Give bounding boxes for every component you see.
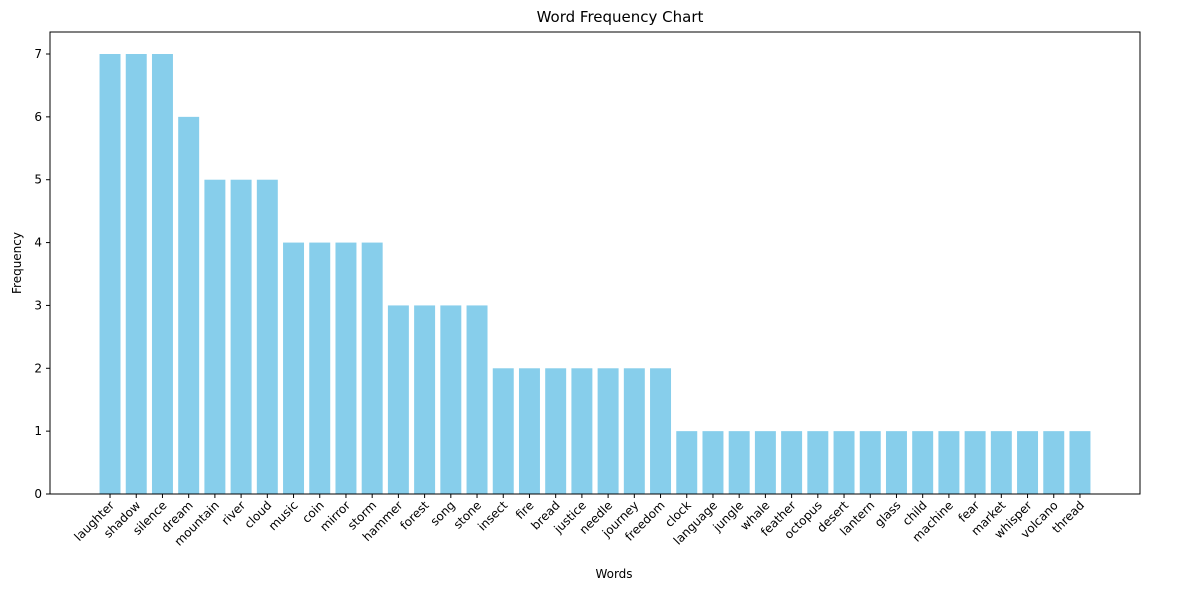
y-axis-label: Frequency [10, 232, 24, 294]
x-tick-label: music [266, 498, 301, 533]
x-tick-label: mirror [317, 498, 353, 534]
bar-forest [414, 305, 436, 494]
bar-dream [178, 116, 200, 494]
bar-justice [571, 368, 593, 494]
x-tick-label: glass [872, 498, 904, 530]
y-tick-label: 1 [34, 424, 42, 438]
bar-cloud [256, 179, 278, 494]
bar-bread [545, 368, 567, 494]
bar-child [912, 431, 934, 494]
y-tick-label: 4 [34, 236, 42, 250]
bar-storm [361, 242, 383, 494]
x-tick-label: insect [475, 498, 510, 533]
bar-stone [466, 305, 488, 494]
bar-freedom [650, 368, 672, 494]
bar-desert [833, 431, 855, 494]
x-axis: laughtershadowsilencedreammountainriverc… [72, 494, 1087, 549]
bar-fear [964, 431, 986, 494]
y-tick-label: 7 [34, 47, 42, 61]
x-axis-label: Words [595, 567, 632, 581]
bar-market [990, 431, 1012, 494]
bar-mountain [204, 179, 226, 494]
y-tick-label: 3 [34, 298, 42, 312]
bar-language [702, 431, 724, 494]
bar-needle [597, 368, 619, 494]
bar-whale [754, 431, 776, 494]
bar-silence [151, 54, 173, 494]
bar-mirror [335, 242, 357, 494]
y-tick-label: 5 [34, 173, 42, 187]
bar-octopus [807, 431, 829, 494]
bar-insect [492, 368, 514, 494]
bar-shadow [125, 54, 147, 494]
bar-coin [309, 242, 331, 494]
bar-river [230, 179, 252, 494]
bar-clock [676, 431, 698, 494]
bars-group [99, 54, 1091, 494]
bar-machine [938, 431, 960, 494]
y-tick-label: 6 [34, 110, 42, 124]
plot-frame [49, 31, 1141, 495]
bar-volcano [1043, 431, 1065, 494]
bar-music [283, 242, 305, 494]
bar-song [440, 305, 462, 494]
y-axis: 0 1 2 3 4 5 6 7 [34, 47, 50, 501]
y-tick-label: 2 [34, 361, 42, 375]
bar-feather [781, 431, 803, 494]
x-tick-label: forest [397, 498, 432, 533]
bar-jungle [728, 431, 750, 494]
bar-fire [518, 368, 540, 494]
chart-title: Word Frequency Chart [537, 8, 704, 26]
bar-journey [623, 368, 645, 494]
bar-glass [885, 431, 907, 494]
bar-lantern [859, 431, 881, 494]
bar-laughter [99, 54, 121, 494]
bar-whisper [1017, 431, 1039, 494]
y-tick-label: 0 [34, 487, 42, 501]
bar-hammer [387, 305, 409, 494]
bar-thread [1069, 431, 1091, 494]
